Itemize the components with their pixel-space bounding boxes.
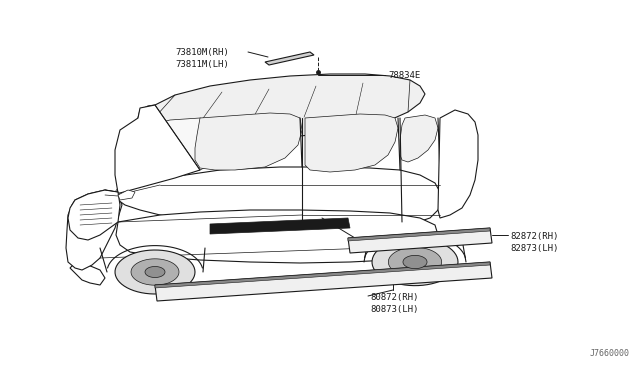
Polygon shape — [66, 190, 122, 270]
Text: 78834E: 78834E — [388, 71, 420, 80]
Polygon shape — [195, 113, 302, 170]
Polygon shape — [265, 52, 314, 65]
Polygon shape — [155, 262, 490, 288]
Text: 73810M(RH): 73810M(RH) — [175, 48, 228, 57]
Polygon shape — [145, 266, 165, 278]
Polygon shape — [116, 210, 438, 263]
Text: 80873(LH): 80873(LH) — [370, 305, 419, 314]
Text: 82872(RH): 82872(RH) — [510, 232, 558, 241]
Text: J7660000: J7660000 — [590, 349, 630, 358]
Polygon shape — [138, 74, 425, 140]
Polygon shape — [68, 190, 120, 240]
Polygon shape — [131, 259, 179, 285]
Text: 80872(RH): 80872(RH) — [370, 293, 419, 302]
Polygon shape — [115, 105, 200, 193]
Polygon shape — [438, 110, 478, 218]
Text: 82873(LH): 82873(LH) — [510, 244, 558, 253]
Polygon shape — [305, 114, 398, 172]
Text: 73811M(LH): 73811M(LH) — [175, 60, 228, 69]
Polygon shape — [403, 256, 427, 269]
Polygon shape — [210, 218, 350, 234]
Polygon shape — [115, 250, 195, 294]
Polygon shape — [372, 238, 458, 286]
Polygon shape — [348, 228, 492, 253]
Polygon shape — [115, 167, 442, 226]
Polygon shape — [400, 115, 438, 162]
Polygon shape — [118, 190, 135, 200]
Polygon shape — [70, 263, 105, 285]
Polygon shape — [115, 118, 218, 193]
Polygon shape — [348, 228, 490, 241]
Polygon shape — [388, 247, 442, 277]
Polygon shape — [155, 262, 492, 301]
